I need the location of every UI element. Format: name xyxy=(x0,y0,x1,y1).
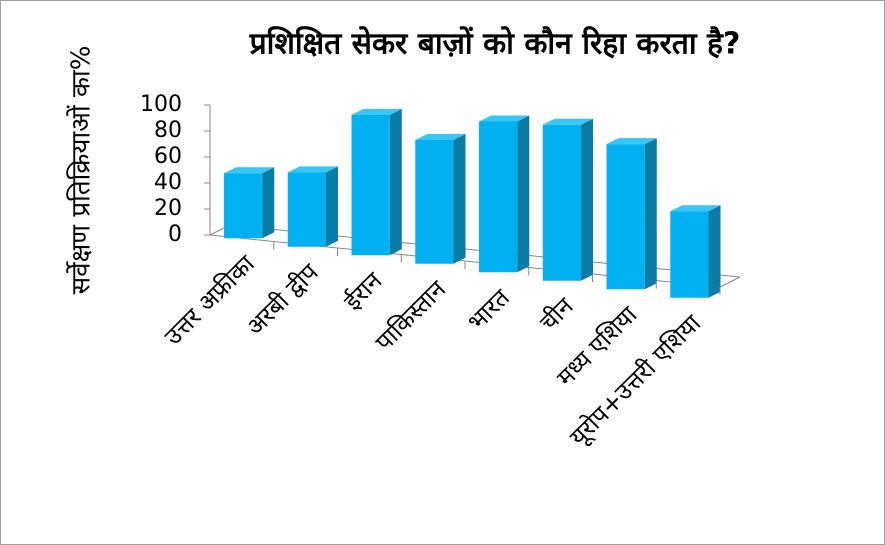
y-tick-label: 80 xyxy=(154,118,182,143)
y-tick-label: 100 xyxy=(140,92,182,117)
bar-top xyxy=(542,118,594,125)
floor-right xyxy=(719,276,741,288)
y-tick-label: 40 xyxy=(154,170,182,195)
bar xyxy=(224,173,263,239)
bar-side xyxy=(453,133,466,264)
bar xyxy=(287,172,327,247)
bar-top xyxy=(606,138,657,145)
y-tick-label: 60 xyxy=(154,144,182,169)
bar xyxy=(479,121,518,273)
bar-top xyxy=(479,115,530,122)
bar-top xyxy=(224,167,275,174)
bar xyxy=(542,124,582,281)
y-tick-label: 0 xyxy=(168,222,182,247)
bar-top xyxy=(287,166,339,173)
bar xyxy=(670,211,709,298)
bar-side xyxy=(517,115,530,273)
y-tick-label: 20 xyxy=(154,196,182,221)
chart-title: प्रशिक्षित सेकर बाज़ों को कौन रिहा करता … xyxy=(249,26,741,62)
bar-side xyxy=(581,118,594,281)
bar-side xyxy=(389,108,402,256)
y-axis-label: सर्वेक्षण प्रतिक्रियाओं का% xyxy=(66,46,97,295)
bar-side xyxy=(708,205,721,298)
bar-side xyxy=(326,166,339,247)
bar xyxy=(351,114,390,256)
bar xyxy=(415,139,454,264)
bar xyxy=(606,144,645,290)
bar-side xyxy=(644,138,657,290)
bar-top xyxy=(351,108,402,115)
bar-top xyxy=(415,133,466,140)
bar-side xyxy=(262,167,275,239)
bar-top xyxy=(670,205,721,212)
